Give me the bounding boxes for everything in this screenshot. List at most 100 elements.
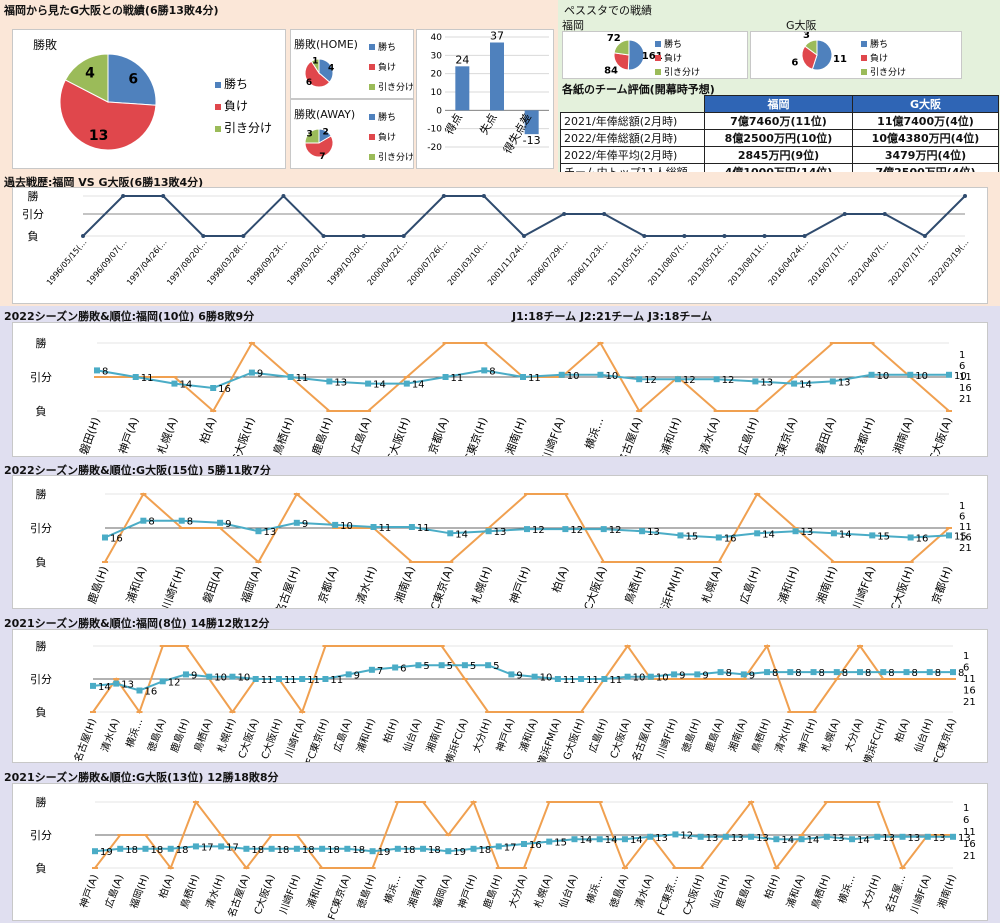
x-tick-label: 浦和(A)	[124, 565, 149, 605]
result-line	[92, 643, 953, 715]
season-card: [勝敗][順位]勝引分負1611162181114169111314141181…	[12, 322, 988, 457]
gosaka-value: 11億7400万(4位)	[852, 112, 999, 130]
rank-data-label: 18	[428, 845, 441, 856]
rank-data-label: 5	[447, 661, 453, 672]
x-tick-label: 2006/07/29(…	[526, 238, 570, 288]
rank-data-label: 8	[148, 517, 154, 528]
x-tick-label: 1996/05/15(…	[45, 238, 89, 288]
rank-data-label: 10	[567, 371, 580, 382]
legend-swatch	[215, 82, 221, 88]
rank-data-label: 13	[655, 833, 668, 844]
y-tick-label: 引分	[30, 828, 52, 842]
rank-data-label: 12	[609, 525, 622, 536]
x-tick-label: 福岡(H)	[127, 872, 151, 910]
history-point	[802, 234, 807, 238]
x-tick-label: 名古屋(A)	[225, 872, 253, 918]
rank-data-label: 9	[354, 670, 360, 681]
x-tick-label: 2011/05/15(…	[606, 238, 650, 288]
x-tick-label: 名古屋(H)	[272, 564, 302, 608]
history-point	[882, 212, 887, 216]
x-tick-label: 大分(H)	[859, 872, 883, 910]
rank-data-label: 13	[958, 833, 971, 844]
rank-data-label: 18	[125, 845, 138, 856]
rank-data-label: 11	[330, 675, 343, 686]
rank-point	[874, 833, 881, 840]
pessuta-gosaka-label: G大阪	[786, 19, 817, 32]
history-point	[361, 234, 366, 238]
x-tick-label: 清水(A)	[632, 872, 656, 909]
rank-point	[546, 838, 553, 845]
x-tick-label: 磐田(A)	[812, 415, 838, 456]
table-header-row: 福岡 G大阪	[561, 95, 999, 113]
history-line	[82, 194, 966, 238]
pie-data-label: 84	[604, 65, 618, 76]
rank-point	[287, 374, 294, 380]
rank-point	[182, 671, 189, 678]
rank-data-label: 10	[605, 371, 618, 382]
x-tick-label: 湘南(H)	[502, 415, 528, 456]
rank-point	[408, 524, 415, 530]
x-tick-label: 名古屋(H)	[71, 716, 99, 762]
y2-tick-label: 1	[959, 350, 965, 361]
rank-data-label: 5	[493, 661, 499, 672]
legend-label: 勝ち	[870, 38, 888, 50]
x-tick-label: 名古屋(A)	[615, 415, 645, 456]
table-row: 2021/年俸総額(2月時) 7億7460万(11位) 11億7400万(4位)	[560, 112, 999, 130]
legend-swatch	[861, 55, 867, 61]
rank-point	[764, 669, 771, 676]
x-tick-label: 鹿島(H)	[84, 564, 110, 605]
rank-point	[571, 836, 578, 843]
rank-point	[345, 671, 352, 678]
rank-data-label: 13	[731, 833, 744, 844]
x-tick-label: 神戸(A)	[77, 872, 101, 909]
history-point	[241, 234, 246, 238]
x-tick-label: 大分(A)	[842, 716, 866, 753]
rank-point	[554, 676, 561, 682]
x-tick-label: 名古屋(A)	[629, 716, 657, 762]
rank-point	[868, 371, 875, 378]
rank-point	[849, 836, 856, 843]
x-tick-label: 神戸(H)	[455, 872, 479, 910]
rank-data-label: 13	[263, 527, 276, 538]
x-tick-label: 浦和(A)	[783, 872, 807, 909]
rank-data-label: 13	[706, 833, 719, 844]
rank-data-label: 13	[882, 833, 895, 844]
pie-data-label: 6	[306, 78, 312, 88]
history-point	[722, 234, 727, 238]
y-tick-label: 負	[36, 556, 47, 569]
x-tick-label: FC東京(A)	[769, 415, 800, 456]
rank-data-label: 10	[214, 673, 227, 684]
history-point	[963, 194, 967, 198]
x-tick-label: 柏(A)	[197, 415, 219, 445]
rank-data-label: 11	[417, 523, 430, 534]
legend-label: 引き分け	[378, 152, 413, 163]
legend-swatch	[655, 69, 661, 75]
history-point	[522, 234, 526, 238]
season-card: [勝敗][順位]勝引分負1611162116889139101111141312…	[12, 475, 988, 609]
x-tick-label: 川崎F(H)	[276, 872, 302, 915]
x-tick-label: C大阪(H)	[258, 716, 285, 760]
y-tick-label: 30	[431, 51, 443, 61]
x-tick-label: 2006/11/23(…	[566, 238, 610, 288]
y-tick-label: -20	[427, 143, 442, 153]
y-tick-label: 10	[431, 88, 443, 98]
rank-data-label: 12	[168, 677, 181, 688]
x-tick-label: 福岡(A)	[430, 872, 454, 909]
x-tick-label: 川崎F(H)	[159, 564, 188, 608]
rank-point	[229, 673, 236, 680]
bar-card: 40 30 20 10 0 -10 -20 24 得点 37 失点 -13 得失点差	[416, 29, 554, 169]
x-tick-label: 札幌(H)	[214, 716, 238, 754]
rank-point	[252, 676, 259, 682]
rank-data-label: 17	[201, 842, 214, 853]
x-tick-label: 2016/07/17(…	[807, 238, 851, 288]
y-tick-label: 引分	[30, 672, 52, 686]
rank-point	[344, 845, 351, 852]
rank-data-label: 12	[722, 375, 735, 386]
x-tick-label: 鹿島(A)	[702, 716, 726, 753]
rank-data-label: 16	[916, 534, 929, 545]
season-chart: [勝敗][順位]勝引分負1611162181114169111314141181…	[30, 336, 972, 456]
rank-data-label: 14	[179, 380, 192, 391]
rank-data-label: 14	[762, 529, 775, 540]
legend-swatch	[369, 134, 375, 140]
rank-data-label: 13	[760, 377, 773, 388]
